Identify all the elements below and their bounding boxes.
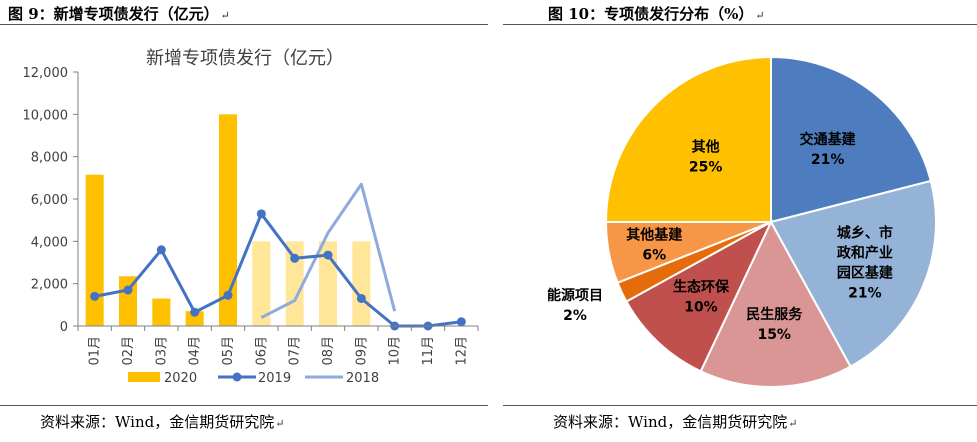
bar-2020 — [185, 311, 204, 326]
point-2019 — [356, 293, 366, 303]
pie-slice-label: 交通基建 21% — [800, 131, 856, 168]
x-tick-label: 03月 — [154, 336, 169, 366]
line-2018 — [260, 182, 397, 319]
legend-label-2018: 2018 — [346, 371, 379, 386]
paragraph-mark-icon: ↵ — [788, 417, 798, 430]
point-2019 — [256, 209, 266, 219]
left-source-rule — [0, 405, 488, 406]
right-figure-source: 资料来源：Wind，金信期货研究院↵ — [553, 411, 797, 432]
y-tick-label: 8,000 — [31, 151, 68, 166]
bar-chart-title: 新增专项债发行（亿元） — [146, 48, 344, 69]
x-tick-label: 09月 — [354, 336, 369, 366]
legend-swatch-2020 — [128, 372, 160, 382]
bar-2020 — [285, 241, 304, 326]
x-tick-label: 02月 — [121, 336, 136, 366]
x-tick-label: 04月 — [188, 336, 203, 366]
y-tick-label: 2,000 — [31, 278, 68, 293]
point-2019 — [223, 290, 233, 300]
bar-2020 — [119, 276, 137, 326]
right-source-rule — [503, 405, 977, 406]
pie-slice — [625, 219, 774, 373]
point-2019 — [456, 317, 466, 327]
left-figure-title: 图 9：新增专项债发行（亿元） ↵ — [8, 3, 230, 24]
x-tick-label: 10月 — [388, 336, 403, 366]
x-tick-label: 01月 — [88, 336, 103, 366]
bar-2020 — [219, 114, 237, 326]
x-tick-label: 11月 — [421, 336, 436, 366]
pie-slice — [699, 219, 852, 388]
paragraph-mark-icon: ↵ — [275, 417, 285, 430]
pie-slice — [604, 55, 772, 223]
x-tick-label: 06月 — [254, 336, 269, 366]
point-2019 — [90, 291, 100, 301]
y-tick-label: 10,000 — [23, 108, 69, 123]
y-tick-label: 0 — [60, 320, 68, 335]
x-tick-label: 07月 — [288, 336, 303, 366]
legend-label-2020: 2020 — [164, 371, 197, 386]
right-figure-title: 图 10：专项债发行分布（%） ↵ — [548, 3, 765, 24]
pie-slice — [769, 179, 937, 368]
y-tick-label: 12,000 — [23, 66, 69, 81]
point-2019 — [190, 307, 200, 317]
y-tick-label: 6,000 — [31, 193, 68, 208]
pie-slice — [770, 55, 933, 224]
paragraph-mark-icon: ↵ — [755, 9, 765, 22]
bar-line-chart: 新增专项债发行（亿元） 0 2,000 4,000 6,000 8,000 10,000 1… — [23, 48, 479, 386]
pie-slice-label: 其他基建 6% — [626, 226, 682, 263]
bar-2020 — [152, 298, 171, 326]
legend-marker-2019 — [232, 372, 242, 382]
pie-chart: 交通基建 21% 城乡、市政和产业园区基建 21% 民生服务 15% 生态环保 10% 能源项目… — [547, 55, 937, 388]
left-figure-title-text: 图 9：新增专项债发行（亿元） — [8, 5, 219, 23]
x-tick-label: 05月 — [221, 336, 236, 366]
point-2019 — [156, 245, 166, 255]
point-2019 — [123, 285, 133, 295]
left-source-text: 资料来源：Wind，金信期货研究院 — [40, 413, 275, 431]
right-title-rule — [503, 24, 977, 25]
x-tick-label: 12月 — [454, 336, 469, 366]
pie-slice-label: 民生服务 15% — [746, 306, 803, 343]
bar-2020 — [252, 241, 271, 326]
bar-2020 — [352, 241, 371, 326]
pie-slice-label: 能源项目 2% — [547, 287, 603, 324]
legend-label-2019: 2019 — [258, 371, 291, 386]
pie-slice-label: 生态环保 10% — [673, 279, 730, 316]
paragraph-mark-icon: ↵ — [220, 9, 230, 22]
left-figure-source: 资料来源：Wind，金信期货研究院↵ — [40, 411, 284, 432]
point-2019 — [290, 253, 300, 263]
pie-slice-label: 其他 25% — [689, 139, 723, 176]
right-source-text: 资料来源：Wind，金信期货研究院 — [553, 413, 788, 431]
left-title-rule — [0, 24, 488, 25]
right-figure-title-text: 图 10：专项债发行分布（%） — [548, 5, 754, 23]
point-2019 — [323, 250, 333, 260]
x-tick-label: 08月 — [321, 336, 336, 366]
bar-2020 — [85, 174, 104, 326]
y-tick-label: 4,000 — [31, 235, 68, 250]
pie-slice-label: 城乡、市政和产业园区基建 21% — [837, 225, 893, 302]
